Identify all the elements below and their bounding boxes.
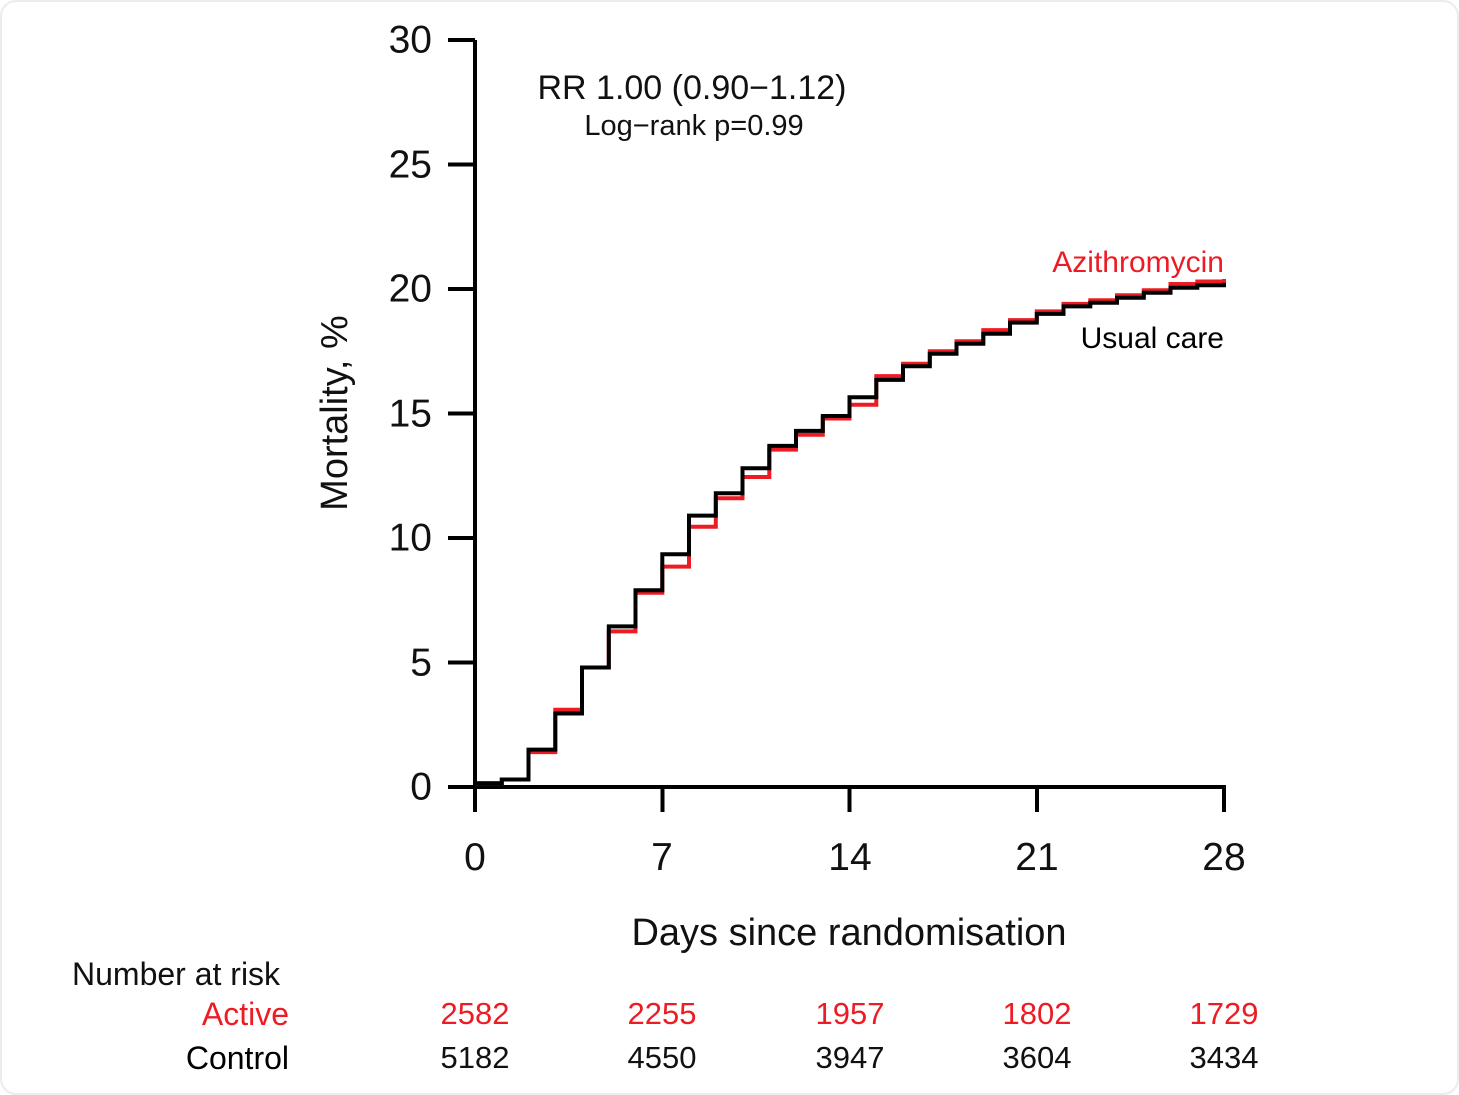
risk-control-d7: 4550 <box>627 1040 697 1075</box>
y-tick-label-5: 5 <box>410 641 432 685</box>
x-axis-title: Days since randomisation <box>631 912 1067 954</box>
risk-control-d14: 3947 <box>815 1040 885 1075</box>
legend-usual-care: Usual care <box>1080 322 1224 355</box>
y-axis-title: Mortality, % <box>314 315 356 511</box>
risk-active-d7: 2255 <box>627 996 697 1031</box>
y-tick-label-0: 0 <box>410 765 432 809</box>
x-tick-label-28: 28 <box>1202 836 1246 879</box>
x-tick-label-7: 7 <box>651 836 673 879</box>
risk-active-d21: 1802 <box>1002 996 1072 1031</box>
risk-row-label-active: Active <box>201 996 289 1032</box>
x-tick-label-14: 14 <box>828 836 872 879</box>
y-tick-label-30: 30 <box>388 18 432 62</box>
x-tick-label-0: 0 <box>464 836 486 879</box>
axes <box>448 38 1226 812</box>
legend-azithromycin: Azithromycin <box>1052 246 1224 279</box>
risk-control-d0: 5182 <box>440 1040 510 1075</box>
y-tick-label-10: 10 <box>388 516 432 560</box>
y-tick-label-25: 25 <box>388 143 432 187</box>
logrank-annotation: Log−rank p=0.99 <box>584 110 804 142</box>
risk-control-d28: 3434 <box>1189 1040 1259 1075</box>
x-tick-label-21: 21 <box>1015 836 1059 879</box>
risk-row-label-control: Control <box>185 1040 289 1076</box>
y-tick-label-15: 15 <box>388 392 432 436</box>
rate-ratio-annotation: RR 1.00 (0.90−1.12) <box>537 69 847 107</box>
risk-active-d0: 2582 <box>440 996 510 1031</box>
risk-active-d14: 1957 <box>815 996 885 1031</box>
survival-curves <box>475 279 1226 786</box>
y-tick-label-20: 20 <box>388 267 432 311</box>
risk-table-title: Number at risk <box>72 956 281 992</box>
risk-control-d21: 3604 <box>1002 1040 1072 1075</box>
risk-active-d28: 1729 <box>1189 996 1259 1031</box>
